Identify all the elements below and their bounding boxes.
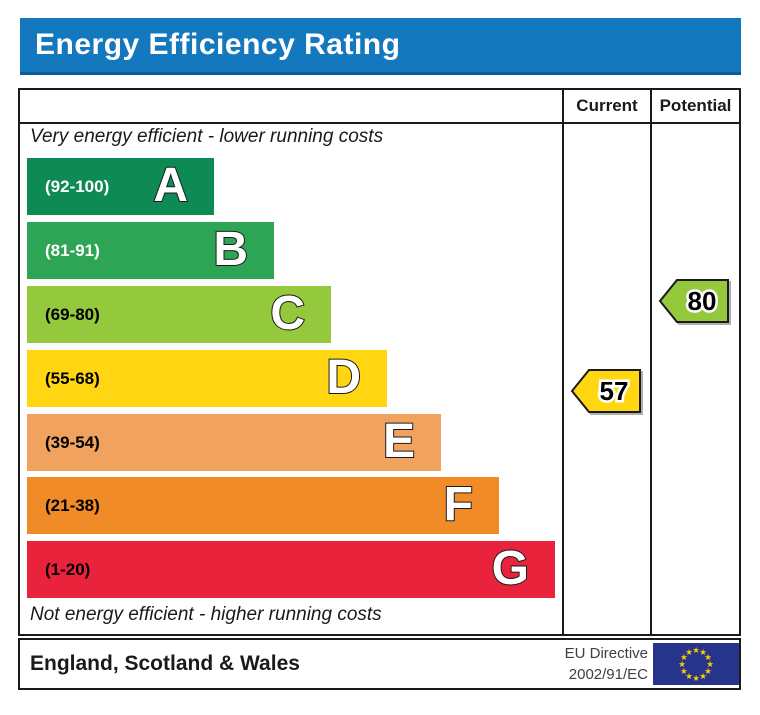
band-e-range: (39-54) — [45, 433, 100, 452]
current-column-header: Current — [576, 96, 638, 115]
title-bar: Energy Efficiency Rating — [20, 18, 741, 75]
band-e: (39-54) E — [27, 414, 441, 471]
page-title: Energy Efficiency Rating — [35, 28, 401, 61]
region-label: England, Scotland & Wales — [30, 652, 300, 675]
current-arrow-shape — [570, 369, 641, 413]
footer-bar: England, Scotland & Wales EU Directive 2… — [18, 638, 741, 690]
svg-text:★: ★ — [706, 659, 714, 669]
band-c-range: (69-80) — [45, 305, 100, 324]
band-g: (1-20) G — [27, 541, 555, 598]
svg-text:★: ★ — [704, 666, 712, 676]
svg-text:★: ★ — [699, 671, 707, 681]
potential-arrow-shape — [658, 279, 729, 323]
band-d-letter: D — [325, 350, 362, 405]
svg-text:★: ★ — [680, 666, 688, 676]
rating-table: Current Potential Very energy efficient … — [18, 88, 741, 636]
band-d: (55-68) D — [27, 350, 387, 407]
svg-text:★: ★ — [680, 652, 688, 662]
eu-directive-line1: EU Directive — [564, 645, 648, 662]
eu-flag-stars: ★ ★ ★ ★ ★ ★ ★ ★ ★ ★ ★ ★ — [678, 645, 714, 683]
potential-rating-value: 80 — [688, 286, 717, 316]
svg-text:★: ★ — [685, 671, 693, 681]
band-f: (21-38) F — [27, 477, 499, 534]
eu-directive-text: EU Directive 2002/91/EC — [565, 643, 648, 685]
top-note: Very energy efficient - lower running co… — [30, 126, 384, 147]
band-b: (81-91) B — [27, 222, 274, 279]
current-rating-value: 57 — [600, 376, 629, 406]
svg-text:★: ★ — [692, 645, 700, 655]
band-a-range: (92-100) — [45, 177, 110, 196]
band-d-range: (55-68) — [45, 369, 100, 388]
band-c: (69-80) C — [27, 286, 331, 343]
svg-text:★: ★ — [685, 647, 693, 657]
band-g-range: (1-20) — [45, 560, 91, 579]
band-b-range: (81-91) — [45, 241, 100, 260]
potential-column-divider — [650, 90, 652, 634]
svg-text:★: ★ — [678, 659, 686, 669]
band-c-letter: C — [269, 286, 306, 341]
eu-directive-line2: 2002/91/EC — [568, 666, 648, 683]
svg-text:★: ★ — [692, 673, 700, 683]
potential-column-header: Potential — [659, 96, 732, 115]
header-divider — [20, 122, 739, 124]
band-f-letter: F — [443, 477, 474, 532]
band-a-letter: A — [152, 158, 189, 213]
potential-rating-arrow: 80 — [658, 279, 729, 323]
band-a: (92-100) A — [27, 158, 214, 215]
bottom-note: Not energy efficient - higher running co… — [30, 604, 382, 625]
band-f-range: (21-38) — [45, 496, 100, 515]
band-b-letter: B — [212, 222, 249, 277]
eu-flag-field — [653, 643, 739, 685]
band-g-letter: G — [491, 541, 530, 596]
eu-flag-icon: ★ ★ ★ ★ ★ ★ ★ ★ ★ ★ ★ ★ — [653, 643, 739, 685]
band-e-letter: E — [382, 414, 416, 469]
current-column-divider — [562, 90, 564, 634]
current-rating-arrow: 57 — [570, 369, 641, 413]
svg-text:★: ★ — [704, 652, 712, 662]
svg-text:★: ★ — [699, 647, 707, 657]
